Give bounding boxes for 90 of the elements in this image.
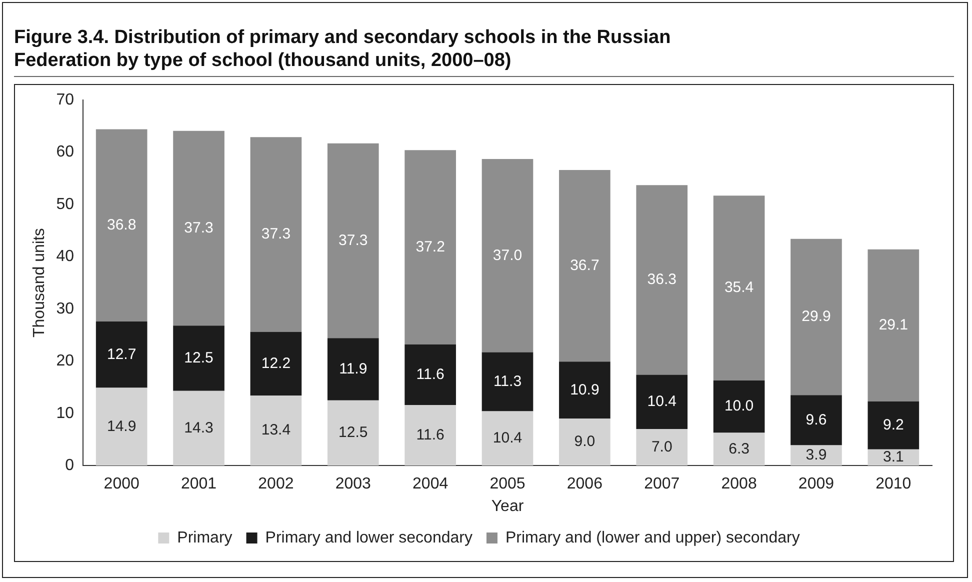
bar <box>327 143 379 338</box>
legend-label: Primary <box>177 529 232 546</box>
data-label: 12.5 <box>184 349 214 366</box>
y-tick-label: 20 <box>56 352 74 370</box>
data-label: 36.3 <box>647 271 676 288</box>
bar <box>96 321 148 388</box>
y-axis-title: Thousand units <box>31 228 48 338</box>
legend-label: Primary and (lower and upper) secondary <box>505 529 800 546</box>
data-label: 9.6 <box>806 411 827 428</box>
x-tick-label: 2001 <box>180 476 217 493</box>
x-tick-label: 2005 <box>490 476 526 493</box>
data-label: 6.3 <box>728 440 750 458</box>
chart-title: Figure 3.4. Distribution of primary and secondary schools in the Russian Federation by type of school (thousand units, 2000–08) <box>14 26 672 72</box>
data-label: 35.4 <box>724 279 754 296</box>
data-label: 37.3 <box>338 232 368 249</box>
data-label: 12.5 <box>338 424 368 442</box>
data-label: 14.9 <box>106 418 136 435</box>
data-label: 11.3 <box>493 372 522 390</box>
data-label: 3.9 <box>806 446 827 464</box>
data-label: 9.2 <box>882 416 904 434</box>
x-axis-title: Year <box>491 498 524 515</box>
y-tick-label: 0 <box>65 457 74 474</box>
y-tick-label: 60 <box>56 144 74 161</box>
bar <box>173 326 224 391</box>
data-label: 10.4 <box>647 393 676 410</box>
data-label: 37.3 <box>184 219 214 236</box>
bar <box>636 374 688 430</box>
bar <box>482 352 534 412</box>
data-label: 12.7 <box>106 346 136 363</box>
x-tick-label: 2009 <box>798 476 834 493</box>
legend-label: Primary and lower secondary <box>265 529 472 546</box>
data-label: 36.8 <box>106 216 136 234</box>
y-tick-label: 30 <box>56 300 74 318</box>
bar <box>713 432 765 466</box>
bar <box>713 196 765 380</box>
data-label: 11.6 <box>416 366 444 383</box>
data-label: 12.2 <box>261 354 291 372</box>
bar <box>404 405 456 466</box>
bar <box>790 445 842 466</box>
x-tick-label: 2000 <box>104 476 140 493</box>
x-tick-label: 2003 <box>335 476 372 493</box>
bar <box>868 249 920 402</box>
bar <box>636 185 688 375</box>
x-tick-label: 2004 <box>412 476 448 493</box>
bar <box>173 130 224 326</box>
bar <box>404 150 456 344</box>
data-label: 29.1 <box>878 316 908 334</box>
bar <box>559 170 610 362</box>
bar <box>327 400 379 466</box>
y-tick-label: 40 <box>56 248 74 266</box>
bar <box>96 388 148 466</box>
bar <box>482 159 534 352</box>
data-label: 37.2 <box>416 238 445 256</box>
bar <box>482 411 534 466</box>
data-label: 3.1 <box>882 448 904 466</box>
data-label: 36.7 <box>570 256 600 274</box>
bar <box>868 401 920 450</box>
bar <box>559 418 610 466</box>
x-tick-label: 2007 <box>644 476 680 493</box>
data-label: 10.4 <box>492 430 522 447</box>
data-label: 11.9 <box>339 360 368 378</box>
data-label: 13.4 <box>261 422 291 439</box>
data-label: 11.6 <box>416 426 444 444</box>
x-tick-label: 2010 <box>876 476 912 493</box>
y-tick-label: 70 <box>56 91 74 108</box>
data-label: 9.0 <box>574 433 596 450</box>
bar <box>404 344 456 406</box>
bar <box>327 338 379 400</box>
data-label: 10.9 <box>570 381 600 398</box>
bar <box>636 429 688 466</box>
data-label: 37.3 <box>261 226 291 243</box>
x-tick-label: 2006 <box>566 476 603 493</box>
x-tick-label: 2002 <box>258 476 294 493</box>
x-tick-label: 2008 <box>721 476 757 493</box>
bar <box>713 380 765 433</box>
data-label: 37.0 <box>492 246 522 264</box>
bar <box>250 137 302 332</box>
bar <box>250 396 302 466</box>
bar <box>96 129 148 322</box>
bar <box>790 238 842 396</box>
bar <box>250 332 302 396</box>
data-label: 14.3 <box>184 419 214 436</box>
data-label: 7.0 <box>651 438 672 456</box>
y-tick-label: 10 <box>56 404 74 422</box>
bar <box>559 362 610 419</box>
bar <box>790 395 842 446</box>
bar <box>173 390 224 466</box>
y-tick-label: 50 <box>56 196 74 213</box>
data-label: 10.0 <box>724 398 754 415</box>
data-label: 29.9 <box>802 308 831 326</box>
